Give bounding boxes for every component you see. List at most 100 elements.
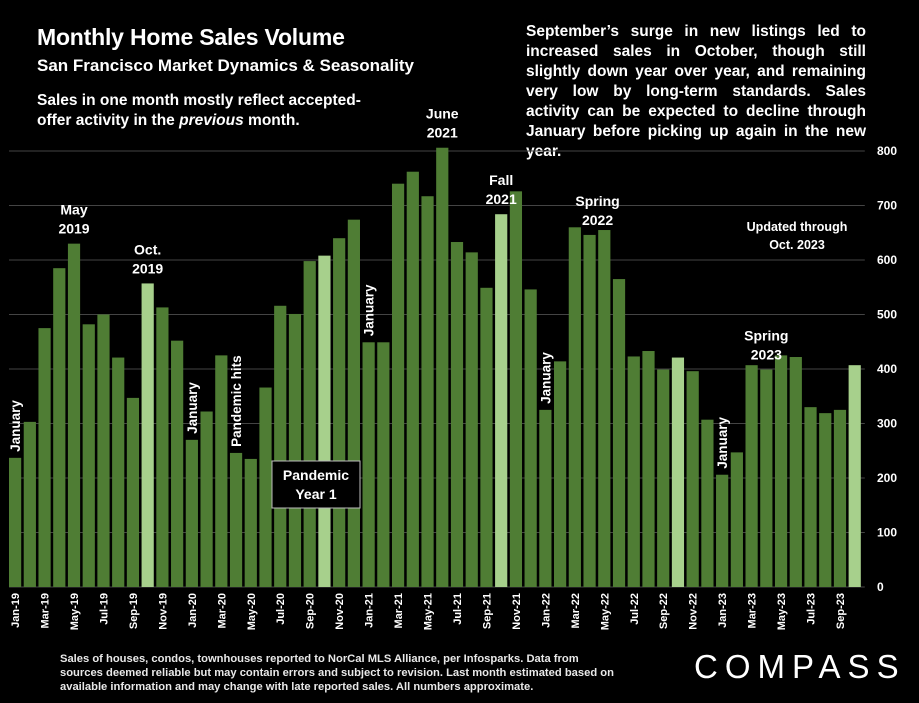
y-tick-label: 0 — [877, 580, 884, 594]
bar — [377, 342, 390, 587]
note-right: September’s surge in new listings led to… — [526, 23, 866, 160]
x-tick-label: May-21 — [423, 593, 435, 630]
updated-note: Updated through — [747, 220, 848, 234]
x-tick-label: Jan-20 — [187, 593, 199, 628]
note-left: Sales in one month mostly reflect accept… — [37, 91, 367, 131]
bar — [171, 340, 184, 587]
bar — [406, 171, 419, 587]
bar — [612, 279, 626, 587]
x-tick-label: Jul-21 — [452, 593, 464, 625]
annotation-rotated: January — [715, 416, 730, 468]
bar — [804, 407, 817, 587]
bar — [421, 196, 434, 588]
bar — [509, 191, 523, 587]
bar — [82, 324, 95, 587]
bar — [745, 365, 758, 587]
x-tick-label: Jul-20 — [275, 593, 287, 625]
bar — [598, 230, 611, 587]
annotation-label: June — [426, 106, 459, 122]
y-tick-label: 100 — [877, 526, 897, 540]
x-tick-label: Mar-19 — [40, 593, 52, 628]
bar — [112, 357, 125, 587]
bar — [185, 439, 198, 587]
bar — [9, 457, 22, 587]
bar — [229, 452, 243, 587]
bar — [657, 369, 670, 587]
updated-note: Oct. 2023 — [769, 238, 825, 252]
bar — [362, 342, 375, 587]
bar — [819, 413, 832, 587]
bar — [627, 356, 640, 587]
bar — [465, 252, 478, 587]
bar — [450, 242, 464, 587]
bar — [288, 313, 302, 587]
annotation-rotated: January — [185, 382, 200, 434]
annotation-rotated: January — [8, 400, 23, 452]
bar — [495, 214, 508, 587]
y-tick-label: 700 — [877, 199, 897, 213]
annotation-label: 2023 — [751, 347, 782, 363]
annotation-label: Spring — [744, 328, 788, 344]
bar — [568, 227, 581, 588]
bar — [259, 387, 272, 587]
y-tick-label: 400 — [877, 362, 897, 376]
x-tick-label: May-22 — [599, 593, 611, 630]
x-tick-label: Jan-19 — [10, 593, 22, 628]
bar — [642, 351, 655, 587]
bar — [760, 369, 773, 587]
annotation-label: Spring — [575, 193, 619, 209]
x-tick-label: Nov-19 — [157, 593, 169, 630]
x-tick-label: Nov-21 — [511, 593, 523, 630]
bar — [730, 452, 743, 587]
x-tick-label: Sep-22 — [658, 593, 670, 629]
annotation-rotated: Pandemic hits — [229, 355, 244, 447]
bar — [318, 255, 331, 587]
bar — [67, 243, 81, 587]
annotation-label: 2021 — [486, 191, 517, 207]
bar — [303, 261, 316, 587]
x-tick-label: May-19 — [69, 593, 81, 630]
y-tick-label: 300 — [877, 417, 897, 431]
note-left-a: Sales in one month mostly reflect accept… — [37, 92, 361, 129]
note-left-b: month. — [243, 112, 300, 129]
note-left-emphasis: previous — [179, 112, 244, 129]
bar — [333, 238, 346, 587]
bar — [391, 183, 405, 587]
bar — [701, 419, 714, 587]
annotation-rotated: January — [538, 352, 553, 404]
bar — [436, 147, 449, 588]
bar — [583, 234, 596, 587]
bar — [686, 371, 699, 587]
bar — [97, 314, 110, 587]
bar — [539, 409, 552, 587]
x-tick-label: Mar-21 — [393, 593, 405, 628]
bar — [126, 397, 140, 587]
chart-subtitle: San Francisco Market Dynamics & Seasonal… — [37, 56, 414, 75]
x-tick-label: Nov-22 — [688, 593, 700, 630]
bar — [524, 289, 537, 587]
x-tick-label: Jul-23 — [806, 593, 818, 625]
bar — [141, 283, 154, 587]
bar — [833, 409, 847, 587]
annotation-label: 2019 — [132, 260, 163, 276]
annotation-label: 2019 — [58, 221, 89, 237]
bar — [671, 357, 685, 587]
bar — [215, 355, 228, 587]
bar — [200, 411, 213, 587]
bar — [480, 287, 493, 587]
pandemic-box-label: Pandemic — [283, 467, 349, 483]
pandemic-box-label: Year 1 — [295, 486, 336, 502]
bar — [347, 219, 360, 588]
x-tick-label: Mar-22 — [570, 593, 582, 628]
bar — [848, 365, 861, 587]
annotation-label: Fall — [489, 172, 513, 188]
x-tick-label: May-20 — [246, 593, 258, 630]
x-tick-label: Mar-23 — [747, 593, 759, 628]
x-tick-label: May-23 — [776, 593, 788, 630]
bar — [23, 421, 36, 587]
compass-logo: COMPASS — [694, 648, 906, 685]
bar — [774, 355, 788, 587]
x-tick-label: Mar-20 — [216, 593, 228, 628]
bar — [244, 458, 257, 587]
